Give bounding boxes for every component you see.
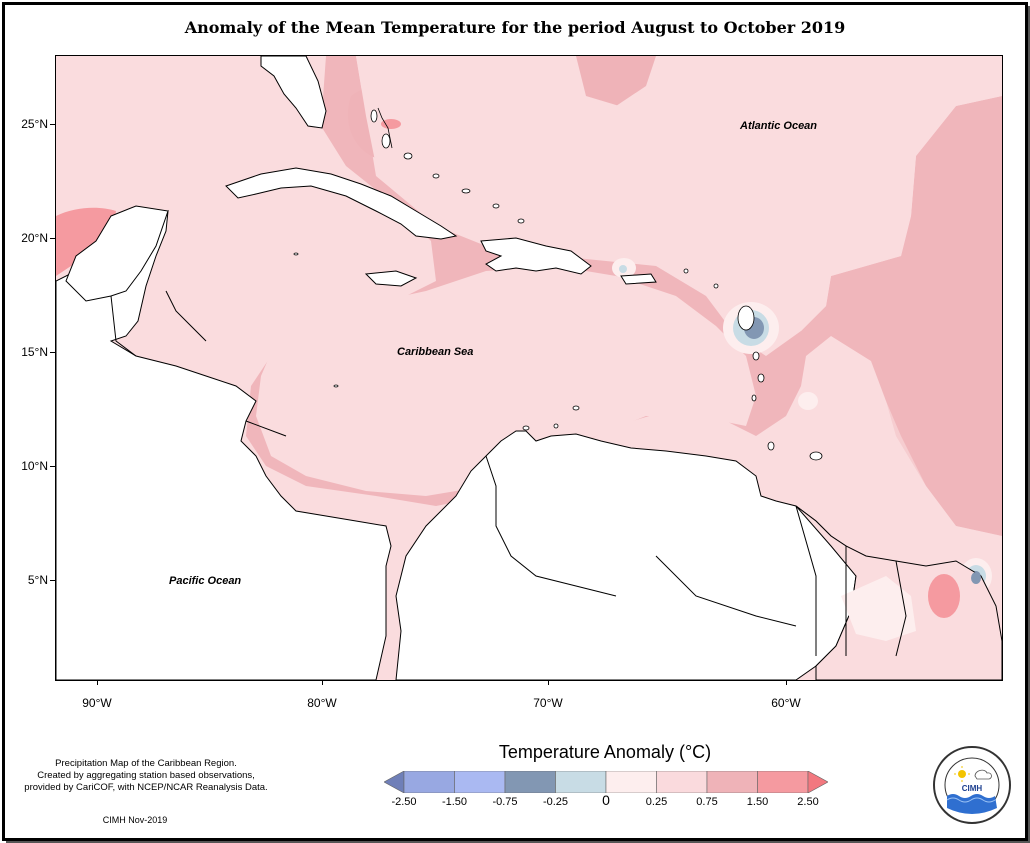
legend-tick-3: -0.25 (542, 796, 569, 808)
cuba (225, 167, 458, 240)
legend-bin-5 (605, 771, 657, 793)
bahamas-outline (377, 107, 393, 149)
anomaly-zone-atlantic-light (356, 56, 1002, 331)
atlantic-ocean-label: Atlantic Ocean (740, 120, 818, 132)
florida (260, 56, 327, 129)
x-tick-80 (322, 680, 323, 685)
legend-bin-3 (504, 771, 556, 793)
lon-label-90: 90°W (82, 696, 112, 710)
hispaniola (480, 237, 592, 275)
caribbean-sea-label: Caribbean Sea (397, 346, 474, 358)
guianas-cool-core (971, 572, 981, 584)
x-tick-70 (548, 680, 549, 685)
legend-tick-1: -1.50 (441, 796, 468, 808)
map-title: Anomaly of the Mean Temperature for the … (184, 18, 846, 37)
hot-spot-yucatan (56, 207, 116, 276)
y-tick-5 (50, 580, 55, 581)
note-line-3: provided by CariCOF, with NCEP/NCAR Rean… (24, 782, 268, 793)
anomaly-zone-warm-north (576, 56, 656, 106)
cimh-logo-icon: CIMH (944, 757, 1000, 814)
cimh-logo: CIMH (933, 746, 1011, 824)
y-tick-15 (50, 352, 55, 353)
legend-tick-0: -2.50 (391, 796, 417, 808)
legend-tick-8: 2.50 (797, 796, 819, 808)
legend-bin-1 (403, 771, 455, 793)
x-tick-60 (786, 680, 787, 685)
landmasses (56, 56, 857, 680)
legend-bin-6 (656, 771, 708, 793)
legend-tick-7: 1.50 (746, 796, 769, 808)
lat-label-20: 20°N (21, 231, 48, 245)
lat-label-15: 15°N (21, 345, 48, 359)
y-tick-20 (50, 238, 55, 239)
yucatan (65, 205, 169, 302)
puerto-rico (620, 273, 657, 285)
guianas-hot (928, 574, 960, 618)
legend-bin-2 (454, 771, 506, 793)
legend-tick-2: -0.75 (492, 796, 518, 808)
lat-label-5: 5°N (27, 573, 48, 587)
legend-tick-4: 0 (602, 792, 610, 808)
guianas-cool (841, 576, 916, 641)
legend-title: Temperature Anomaly (°C) (498, 742, 712, 762)
y-tick-10 (50, 466, 55, 467)
legend-bin-9 (807, 771, 828, 793)
lon-label-80: 80°W (307, 696, 337, 710)
map-svg (56, 56, 1002, 680)
pacific-ocean-label: Pacific Ocean (169, 575, 242, 587)
anomaly-map[interactable] (55, 55, 1003, 681)
legend-colorbar (384, 771, 828, 793)
legend-bin-4 (555, 771, 607, 793)
anomaly-zone-caribbean-light (256, 266, 756, 496)
logo-abbr: CIMH (962, 784, 983, 793)
anomaly-zone-atlantic-south (816, 376, 1002, 586)
x-tick-90 (97, 680, 98, 685)
legend-bin-8 (757, 771, 809, 793)
lon-label-70: 70°W (533, 696, 563, 710)
note-line-1: Precipitation Map of the Caribbean Regio… (55, 758, 237, 769)
credit-text: CIMH Nov-2019 (102, 815, 168, 825)
legend-tick-6: 0.75 (696, 796, 718, 808)
legend-bin-7 (706, 771, 758, 793)
legend-tick-5: 0.25 (645, 796, 668, 808)
y-tick-25 (50, 124, 55, 125)
lon-label-60: 60°W (771, 696, 801, 710)
note-line-2: Created by aggregating station based obs… (37, 770, 255, 781)
hot-spot-bahamas (381, 119, 401, 129)
borders (110, 290, 907, 657)
lat-label-25: 25°N (21, 117, 48, 131)
small-islands (293, 109, 823, 461)
jamaica (364, 270, 418, 287)
cool-spot-atlantic (798, 392, 818, 410)
lat-label-10: 10°N (21, 459, 48, 473)
map-note: Precipitation Map of the Caribbean Regio… (6, 758, 286, 794)
cool-spot-puerto-rico-core (619, 265, 627, 273)
legend-bin-0 (384, 771, 405, 793)
